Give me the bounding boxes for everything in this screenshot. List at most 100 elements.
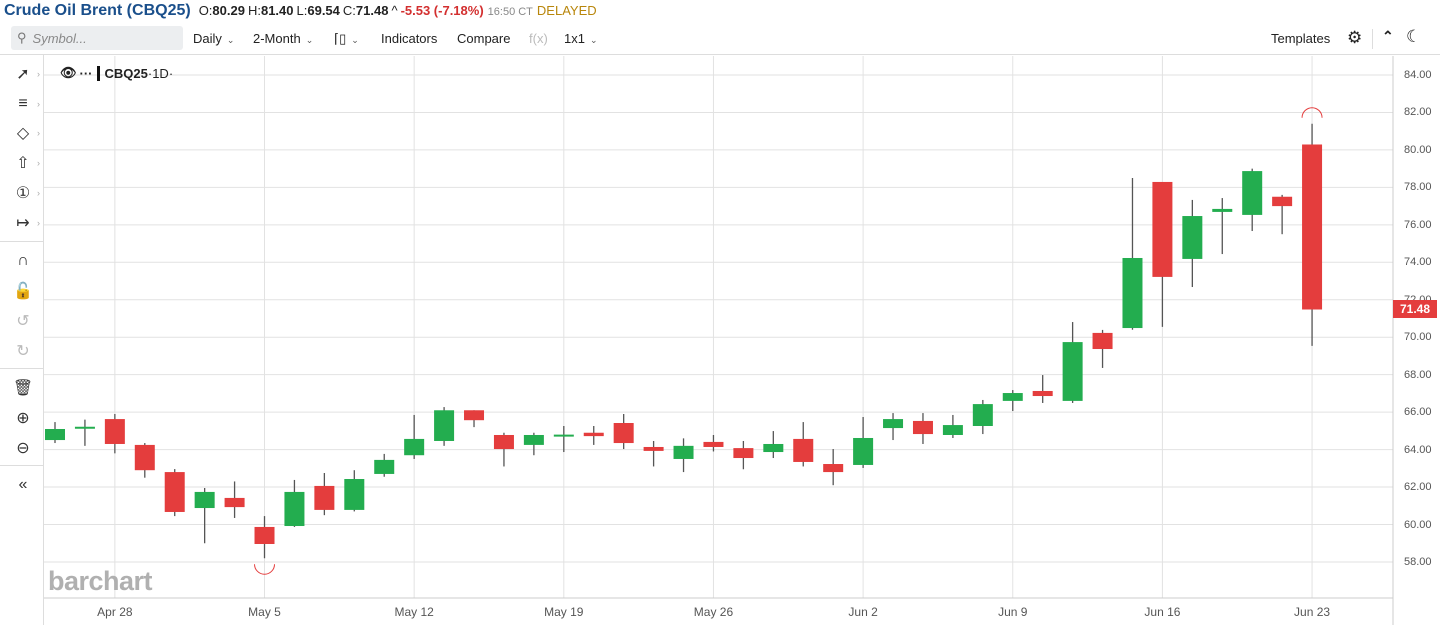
trash-icon[interactable]: 🗑: [12, 380, 34, 397]
toolbar-divider: [1372, 29, 1373, 49]
candle-body-down: [224, 497, 245, 508]
candle-body-up: [763, 443, 784, 453]
high-value: 81.40: [260, 3, 294, 18]
delayed-status: DELAYED: [536, 3, 597, 18]
series-color-swatch: [96, 65, 100, 81]
candle-body-up: [883, 419, 904, 429]
y-tick-label: 60.00: [1404, 518, 1432, 531]
candle-body-up: [1182, 216, 1203, 259]
barchart-logo: barchart: [48, 566, 153, 596]
arrow-up-icon[interactable]: ⇧ ›: [16, 155, 40, 172]
x-tick-label: Jun 2: [848, 605, 878, 619]
drawing-sidebar: ➚ › ≡ › ◇ › ⇧ › ① › ↦ › ∩ 🔓 ↺ ↻ 🗑 ⊕ ⊖ «: [0, 55, 44, 625]
candle-body-up: [74, 426, 95, 429]
y-tick-label: 74.00: [1404, 256, 1432, 269]
y-tick-label: 70.00: [1404, 331, 1432, 344]
x-tick-label: Jun 23: [1294, 605, 1331, 619]
unlock-icon[interactable]: 🔓: [13, 283, 33, 300]
sidebar-divider: [0, 368, 43, 369]
candle-body-up: [344, 479, 365, 510]
symbol-search-input[interactable]: ⚲ Symbol...: [11, 26, 183, 50]
series-legend: 👁 ··· CBQ25 ·1D·: [60, 65, 173, 81]
zoom-out-icon[interactable]: ⊖: [16, 440, 30, 457]
moon-icon[interactable]: ☾: [1406, 27, 1422, 46]
price-change: -5.53 (-7.18%): [400, 3, 484, 18]
candle-body-up: [1212, 208, 1233, 212]
x-tick-label: May 12: [394, 605, 434, 619]
indicators-button[interactable]: Indicators: [381, 31, 438, 46]
y-tick-label: 76.00: [1404, 218, 1432, 231]
candle-body-down: [643, 446, 664, 451]
low-marker: [254, 564, 276, 575]
y-tick-label: 78.00: [1404, 181, 1432, 194]
candle-body-down: [464, 410, 485, 421]
candle-body-down: [733, 448, 754, 459]
collapse-up-icon[interactable]: ⌃: [1382, 28, 1394, 44]
low-value: 69.54: [307, 3, 340, 18]
chart-type-dropdown[interactable]: ⌈▯ ⌄: [334, 31, 359, 47]
magnet-icon[interactable]: ∩: [17, 252, 29, 269]
chart-toolbar: ⚲ Symbol... Daily ⌄ 2-Month ⌄ ⌈▯ ⌄ Indicato…: [0, 25, 1440, 53]
candle-body-down: [164, 472, 185, 512]
quote-time: 16:50 CT: [487, 6, 533, 18]
undo-icon[interactable]: ↺: [16, 313, 30, 330]
eye-icon[interactable]: 👁: [60, 65, 77, 80]
quote-header: Crude Oil Brent (CBQ25) O:80.29 H:81.40 …: [4, 2, 597, 22]
candle-body-down: [254, 526, 275, 544]
interval-dropdown[interactable]: Daily ⌄: [193, 31, 234, 46]
last-price-tag: 71.48: [1393, 300, 1437, 319]
high-marker: [1301, 107, 1323, 118]
candle-body-up: [194, 491, 215, 509]
layout-dropdown[interactable]: 1x1 ⌄: [564, 31, 598, 46]
candle-body-up: [853, 437, 874, 465]
fibonacci-tool-icon[interactable]: ≡ ›: [18, 95, 40, 112]
sidebar-divider: [0, 465, 43, 466]
candlestick-icon: ⌈▯: [334, 31, 347, 46]
candle-body-up: [1002, 393, 1023, 401]
x-tick-label: Apr 28: [97, 605, 133, 619]
candle-body-down: [912, 420, 933, 435]
line-tool-icon[interactable]: ➚ ›: [16, 66, 40, 83]
shape-tool-icon[interactable]: ◇ ›: [16, 125, 40, 142]
interval-label: Daily: [193, 31, 222, 46]
candle-body-up: [45, 428, 65, 441]
legend-timeframe: ·1D·: [147, 65, 174, 81]
function-button[interactable]: f(x): [529, 31, 548, 46]
high-label: H:: [247, 3, 261, 18]
redo-icon[interactable]: ↻: [16, 343, 30, 360]
x-tick-label: May 19: [544, 605, 584, 619]
candle-body-up: [972, 404, 993, 427]
y-tick-label: 84.00: [1404, 69, 1432, 81]
candle-body-up: [1062, 342, 1083, 401]
collapse-sidebar-icon[interactable]: «: [18, 476, 28, 493]
layout-label: 1x1: [564, 31, 585, 46]
candle-body-down: [314, 485, 335, 510]
x-tick-label: May 5: [248, 605, 281, 619]
compare-button[interactable]: Compare: [457, 31, 511, 46]
legend-symbol: CBQ25: [104, 65, 148, 81]
instrument-title: Crude Oil Brent (CBQ25): [4, 2, 191, 19]
range-label: 2-Month: [253, 31, 301, 46]
zoom-in-icon[interactable]: ⊕: [16, 410, 30, 427]
x-tick-label: Jun 9: [998, 605, 1028, 619]
candle-body-down: [583, 432, 604, 437]
templates-button[interactable]: Templates: [1271, 31, 1331, 46]
candle-body-up: [374, 459, 395, 474]
more-options-icon[interactable]: ···: [79, 65, 93, 81]
candle-body-up: [523, 434, 544, 445]
annotation-number-icon[interactable]: ① ›: [15, 185, 40, 202]
gear-icon[interactable]: ⚙: [1347, 28, 1363, 47]
candle-body-up: [434, 410, 455, 441]
candle-body-down: [1032, 390, 1053, 397]
sidebar-divider: [0, 241, 43, 242]
candle-body-up: [1122, 257, 1143, 329]
range-dropdown[interactable]: 2-Month ⌄: [253, 31, 313, 46]
change-arrow: ^: [391, 3, 398, 18]
search-placeholder: Symbol...: [32, 30, 87, 46]
measure-tool-icon[interactable]: ↦ ›: [16, 215, 40, 232]
y-tick-label: 58.00: [1404, 555, 1432, 568]
candle-body-down: [134, 444, 155, 471]
low-label: L:: [296, 3, 308, 18]
y-tick-label: 62.00: [1404, 481, 1432, 494]
